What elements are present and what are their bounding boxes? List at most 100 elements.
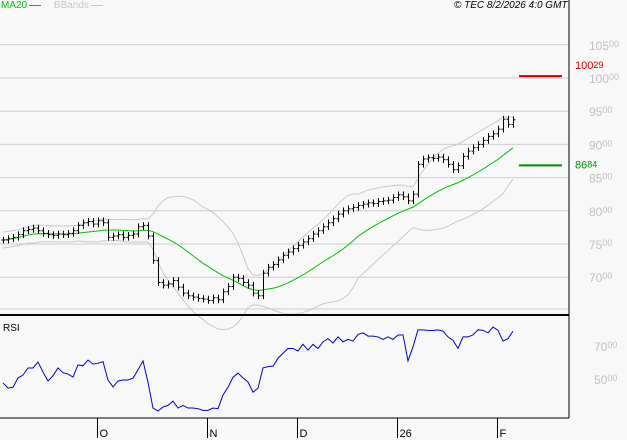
- price-bar: [71, 227, 76, 237]
- price-bar: [76, 222, 81, 235]
- price-bar: [341, 207, 346, 218]
- price-bar: [81, 219, 86, 229]
- price-bar: [471, 144, 476, 155]
- y-tick-label: 10000: [589, 72, 619, 86]
- price-bar: [196, 293, 201, 302]
- price-bar: [366, 199, 371, 208]
- price-grid: [0, 44, 569, 310]
- price-bar: [426, 154, 431, 163]
- price-bar: [506, 115, 511, 128]
- price-bar: [106, 219, 111, 241]
- price-bar: [431, 154, 436, 162]
- legend-ma20-swatch: [29, 4, 42, 6]
- price-bar: [291, 245, 296, 256]
- price-bar: [511, 116, 516, 128]
- price-bar: [316, 227, 321, 238]
- price-bar: [301, 238, 306, 249]
- price-bar: [236, 273, 241, 282]
- price-bar: [396, 191, 401, 201]
- bband-lower: [2, 178, 514, 331]
- rsi-tick-label: 5000: [594, 373, 617, 387]
- price-bar: [31, 224, 36, 233]
- price-bar: [326, 219, 331, 231]
- price-bar: [96, 217, 101, 228]
- price-bar: [491, 130, 496, 140]
- price-bar: [261, 269, 266, 300]
- price-bar: [446, 156, 451, 168]
- price-bar: [336, 210, 341, 223]
- price-bar: [281, 251, 286, 264]
- price-bar: [191, 292, 196, 301]
- price-bar: [401, 191, 406, 201]
- price-bar: [136, 223, 141, 238]
- y-tick-label: 10500: [589, 39, 619, 53]
- price-bar: [86, 218, 91, 227]
- price-bar: [421, 155, 426, 168]
- legend-bbands: BBands: [53, 0, 89, 11]
- y-tick-label: 9500: [589, 105, 612, 119]
- price-bar: [226, 283, 231, 296]
- price-bar: [306, 235, 311, 246]
- x-tick-label: F: [500, 428, 507, 440]
- price-bar: [391, 194, 396, 204]
- price-bar: [501, 115, 506, 133]
- price-bar: [346, 205, 351, 215]
- y-tick-label: 9000: [589, 138, 612, 152]
- price-bar: [91, 218, 96, 228]
- price-bar: [131, 230, 136, 239]
- price-bar: [221, 288, 226, 304]
- price-bar: [61, 230, 66, 239]
- price-bar: [271, 261, 276, 271]
- price-bar: [156, 257, 161, 286]
- price-bar: [116, 231, 121, 240]
- price-bar: [441, 153, 446, 163]
- price-bar: [486, 133, 491, 144]
- price-bar: [26, 226, 31, 235]
- x-tick-label: N: [210, 428, 218, 440]
- ma20-line: [2, 147, 514, 291]
- price-bar: [56, 230, 61, 239]
- price-bar: [51, 231, 56, 239]
- price-bar: [1, 236, 6, 244]
- copyright: © TEC 8/2/2026 4:0 GMT: [454, 0, 568, 11]
- price-bar: [36, 224, 41, 235]
- price-bar: [206, 295, 211, 304]
- x-tick-label: D: [300, 428, 308, 440]
- price-bar: [201, 295, 206, 303]
- price-bar: [126, 232, 131, 241]
- rsi-tick-label: 7000: [594, 340, 617, 354]
- price-bar: [381, 197, 386, 205]
- price-bar: [166, 280, 171, 289]
- price-bars: [1, 115, 516, 304]
- price-bar: [376, 198, 381, 207]
- price-bar: [161, 279, 166, 289]
- price-bar: [416, 161, 421, 198]
- price-bar: [256, 289, 261, 300]
- price-bar: [386, 196, 391, 205]
- price-bar: [11, 234, 16, 243]
- price-bar: [276, 256, 281, 268]
- price-bar: [181, 283, 186, 297]
- ma20: [2, 147, 514, 291]
- price-bar: [6, 235, 11, 244]
- reference-label: 10029: [575, 60, 603, 72]
- price-bar: [321, 223, 326, 235]
- price-bar: [406, 193, 411, 205]
- legend-bbands-swatch: [90, 4, 103, 6]
- price-bar: [451, 161, 456, 173]
- reference-lines: 10029 8684: [519, 60, 603, 172]
- price-bar: [436, 153, 441, 162]
- price-bar: [371, 199, 376, 207]
- bband-upper: [2, 116, 514, 277]
- price-bar: [241, 275, 246, 286]
- price-bar: [171, 277, 176, 288]
- legend: MA20 BBands: [1, 0, 103, 12]
- price-bar: [21, 227, 26, 239]
- y-tick-label: 8500: [589, 172, 612, 186]
- rsi-panel: RSI 5000 7000: [2, 323, 617, 412]
- price-bar: [146, 222, 151, 240]
- price-bar: [246, 279, 251, 289]
- price-bar: [41, 227, 46, 237]
